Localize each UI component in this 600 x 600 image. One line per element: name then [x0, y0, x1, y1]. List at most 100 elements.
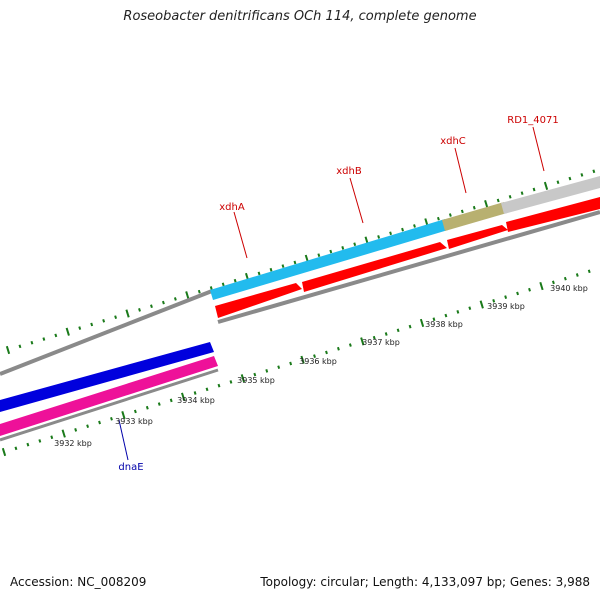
tick-mark: [460, 209, 464, 214]
tick-mark: [221, 282, 225, 287]
tick-mark: [313, 354, 316, 358]
scale-label: 3939 kbp: [487, 302, 525, 311]
tick-mark: [325, 350, 328, 355]
tick-mark: [556, 180, 560, 185]
tick-mark: [484, 199, 489, 209]
feature-cyan-bar: [210, 219, 448, 300]
scale-label: 3937 kbp: [362, 338, 400, 347]
scale-label: 3940 kbp: [550, 284, 588, 293]
feature-blue-bar: [0, 342, 214, 412]
tick-mark: [181, 392, 186, 401]
tick-mark: [229, 380, 233, 384]
tick-mark: [277, 365, 281, 370]
tick-mark: [419, 318, 425, 328]
tick-mark: [265, 369, 269, 373]
tick-mark: [401, 227, 404, 232]
tick-mark: [61, 429, 66, 438]
tick-mark: [197, 289, 201, 294]
feature-gray-bar: [501, 176, 600, 214]
tick-mark: [269, 267, 273, 272]
tick-mark: [26, 442, 30, 447]
tick-mark: [372, 335, 376, 340]
map-title: Roseobacter denitrificans OCh 114, compl…: [123, 9, 477, 24]
scale-label: 3935 kbp: [237, 376, 275, 385]
tick-mark: [169, 398, 173, 403]
gene-label-xdhC: xdhC: [440, 136, 466, 147]
accession-text: Accession: NC_008209: [10, 575, 147, 589]
tick-mark: [436, 216, 440, 221]
tick-mark: [592, 169, 596, 174]
tick-mark: [444, 313, 448, 318]
tick-mark: [217, 383, 221, 388]
tick-mark: [209, 286, 213, 290]
xdhA-pointer: [233, 211, 248, 259]
tick-mark: [90, 322, 94, 327]
tick-mark: [257, 271, 261, 276]
tick-mark: [448, 213, 452, 217]
tick-mark: [233, 278, 237, 283]
gene-label-rd1: RD1_4071: [507, 115, 558, 126]
scale-label: 3938 kbp: [425, 320, 463, 329]
scale-label: 3933 kbp: [115, 417, 153, 426]
backbone-right: [217, 210, 600, 324]
tick-mark: [205, 387, 209, 392]
tick-mark: [193, 391, 197, 395]
tick-mark: [413, 224, 416, 228]
tick-mark: [125, 309, 130, 318]
tick-mark: [389, 231, 393, 236]
tick-mark: [1, 447, 7, 457]
tick-mark: [38, 439, 42, 443]
tick-mark: [293, 260, 297, 265]
tick-mark: [479, 300, 484, 309]
scale-label: 3932 kbp: [54, 439, 92, 448]
tick-mark: [86, 424, 90, 429]
tick-mark: [65, 327, 70, 336]
gene-label-xdhB: xdhB: [336, 166, 362, 177]
tick-mark: [520, 191, 524, 195]
tick-mark: [396, 328, 400, 333]
tick-mark: [157, 402, 161, 406]
tick-mark: [133, 409, 137, 414]
cds-arrow-xdhA: [215, 283, 302, 318]
xdhB-pointer: [349, 177, 364, 224]
tick-mark: [138, 308, 141, 312]
tick-mark: [150, 304, 153, 309]
xdhC-pointer: [454, 147, 467, 194]
tick-mark: [173, 297, 177, 301]
tick-mark: [468, 306, 472, 311]
tick-mark: [18, 344, 22, 349]
dnaE-pointer: [118, 419, 129, 461]
tick-mark: [516, 291, 520, 296]
tick-mark: [114, 315, 118, 319]
scale-label: 3934 kbp: [177, 396, 215, 405]
tick-mark: [384, 332, 388, 336]
backbone-left: [0, 289, 213, 376]
tick-mark: [185, 291, 190, 300]
tick-mark: [575, 273, 579, 277]
tick-mark: [539, 281, 544, 291]
gene-label-xdhA: xdhA: [219, 202, 245, 213]
tick-mark: [281, 264, 285, 268]
tick-mark: [240, 374, 246, 383]
tick-mark: [253, 372, 257, 377]
tick-mark: [74, 428, 78, 432]
tick-mark: [377, 235, 381, 239]
tick-mark: [98, 420, 101, 425]
tick-mark: [336, 346, 340, 351]
tick-mark: [580, 173, 584, 177]
gene-label-dnaE: dnaE: [118, 462, 143, 473]
tick-mark: [78, 326, 82, 330]
tick-mark: [145, 405, 149, 410]
tick-mark: [528, 287, 531, 292]
cds-arrow-xdhB: [302, 242, 447, 292]
tick-mark: [348, 343, 352, 347]
tick-mark: [30, 340, 34, 345]
tick-mark: [496, 198, 500, 203]
tick-mark: [408, 324, 412, 329]
tick-mark: [341, 246, 345, 250]
tick-mark: [432, 317, 436, 322]
tick-mark: [14, 446, 18, 451]
tick-mark: [317, 253, 321, 257]
tick-mark: [42, 337, 46, 341]
